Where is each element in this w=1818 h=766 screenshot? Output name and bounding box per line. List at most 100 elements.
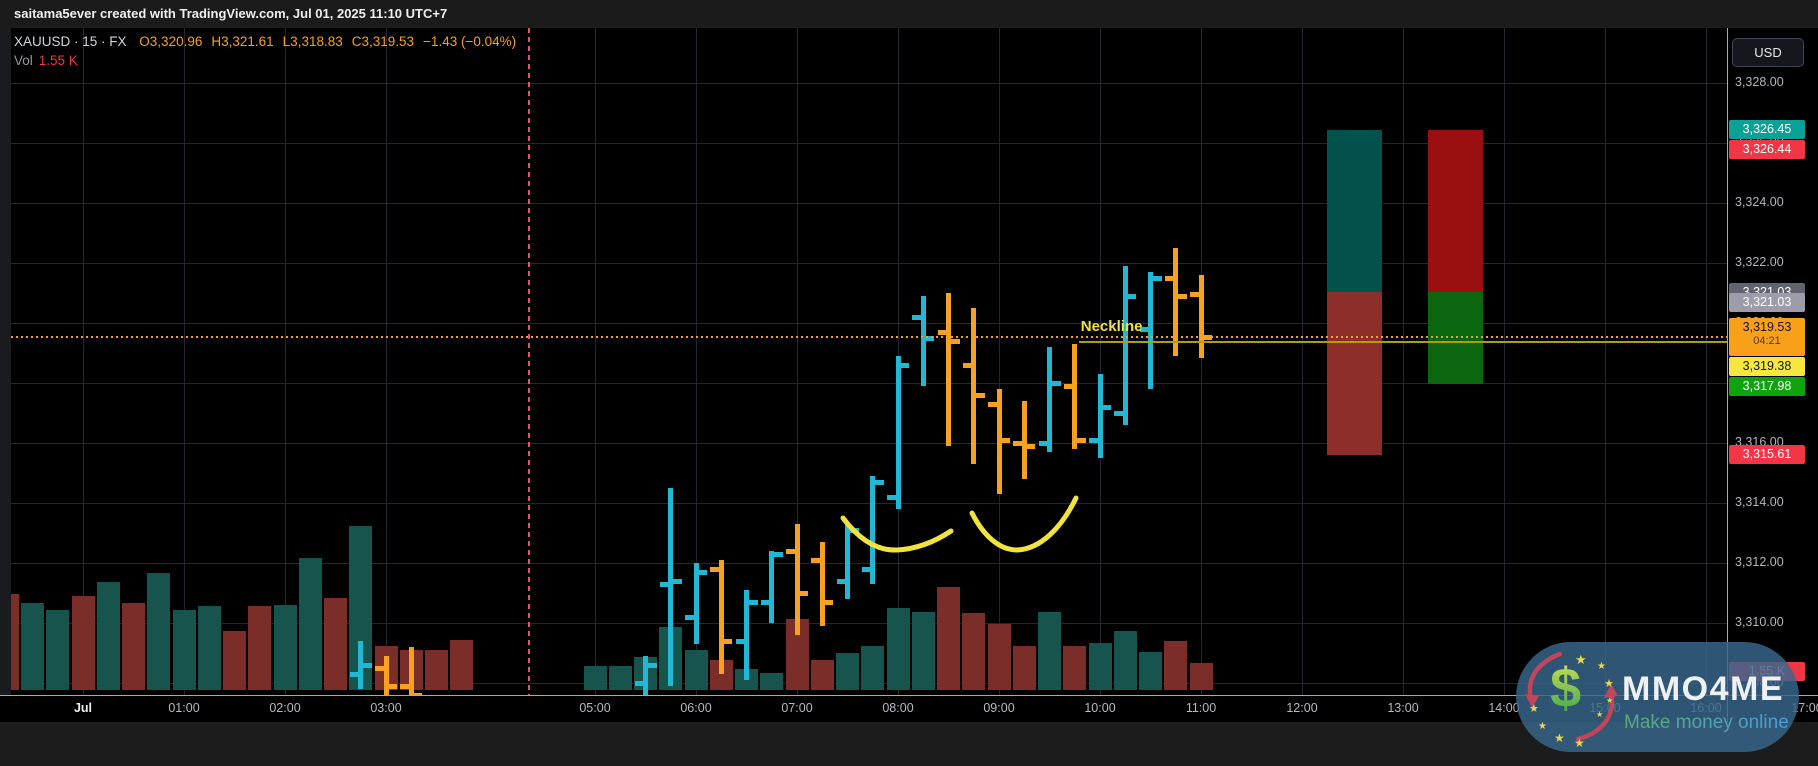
attribution-bar: saitama5ever created with TradingView.co… — [0, 0, 1818, 28]
star-icon: ★ — [1606, 696, 1614, 705]
price-bar — [693, 563, 699, 644]
price-bar-close-tick — [798, 590, 808, 596]
volume-bar — [962, 613, 986, 690]
time-axis-label: 05:00 — [579, 701, 611, 715]
price-bar-open-tick — [760, 599, 771, 605]
volume-bar — [450, 640, 474, 690]
position-tool-short-upper-zone[interactable] — [1428, 129, 1483, 293]
volume-legend[interactable]: Vol 1.55 K — [14, 53, 78, 68]
dollar-exchange-icon — [1525, 651, 1618, 742]
price-bar — [794, 524, 800, 635]
volume-bar — [248, 606, 272, 690]
time-gridline — [797, 28, 798, 695]
volume-bar — [71, 596, 95, 690]
volume-bar — [223, 631, 246, 690]
price-bar-close-tick — [1000, 437, 1010, 443]
neckline-label[interactable]: Neckline — [1080, 317, 1143, 335]
price-axis-label: 3,328.00 — [1735, 75, 1784, 89]
volume-bar — [836, 653, 859, 690]
price-bar-close-tick — [873, 479, 884, 485]
symbol-legend[interactable]: XAUUSD · 15 · FX O3,320.96 H3,321.61 L3,31… — [14, 34, 516, 49]
session-break-line — [528, 28, 530, 695]
volume-bar — [147, 573, 171, 690]
price-bar-open-tick — [400, 683, 411, 689]
price-bar — [643, 656, 648, 695]
price-bar-open-tick — [1164, 275, 1175, 281]
ohlc-token: H3,321.61 — [211, 34, 274, 49]
neckline-ray[interactable] — [1078, 340, 1727, 343]
ohlc-token: C3,319.53 — [351, 34, 415, 49]
time-gridline — [1100, 28, 1101, 695]
volume-bar — [324, 598, 347, 690]
price-bar — [718, 560, 724, 674]
price-bar-open-tick — [937, 329, 948, 335]
price-bar-close-tick — [1025, 443, 1036, 449]
price-axis-label: 3,314.00 — [1735, 495, 1784, 509]
price-bar-open-tick — [912, 314, 923, 320]
price-gridline — [11, 383, 1727, 384]
volume-bar — [1189, 663, 1213, 690]
position-tool-long-upper-zone[interactable] — [1327, 129, 1382, 293]
price-axis-label: 3,324.00 — [1735, 195, 1784, 209]
price-axis[interactable]: USD 3,328.003,326.003,324.003,322.003,32… — [1728, 28, 1818, 695]
ohlc-token: −1.43 (−0.04%) — [423, 34, 517, 49]
price-bar-close-tick — [823, 599, 834, 605]
price-bar-close-tick — [1176, 293, 1187, 299]
price-bar — [744, 590, 749, 680]
volume-bar — [684, 650, 708, 690]
symbol-title: XAUUSD · 15 · FX — [14, 34, 127, 49]
price-bar-open-tick — [836, 578, 847, 584]
time-axis-label: 10:00 — [1084, 701, 1116, 715]
time-gridline — [1302, 28, 1303, 695]
currency-button[interactable]: USD — [1732, 38, 1804, 67]
price-bar — [769, 551, 775, 623]
volume-bar — [608, 666, 632, 690]
price-bar-open-tick — [349, 671, 360, 677]
price-gridline — [11, 143, 1727, 144]
last-price-dotted-line — [11, 336, 1727, 338]
price-bar-open-tick — [710, 566, 721, 572]
price-bar-open-tick — [685, 614, 695, 620]
price-axis-badge: 3,319.38 — [1729, 357, 1805, 377]
mmo4me-watermark: $ MMO4ME Make money online ★ ★ ★ ★ ★ ★ ★ ★ ★ — [1516, 642, 1799, 752]
time-gridline — [285, 28, 286, 695]
star-icon: ★ — [1554, 731, 1565, 745]
star-icon: ★ — [1597, 661, 1606, 672]
price-bar — [1097, 374, 1103, 458]
time-axis-label: Jul — [73, 701, 93, 715]
price-bar — [1047, 347, 1052, 452]
time-gridline — [1403, 28, 1404, 695]
price-bar-close-tick — [361, 662, 372, 668]
price-bar-open-tick — [375, 665, 385, 671]
volume-bar — [810, 660, 834, 690]
price-bar — [383, 656, 389, 701]
time-axis-label: 12:00 — [1286, 701, 1318, 715]
price-bar-open-tick — [1139, 326, 1150, 332]
volume-bar — [937, 587, 960, 690]
time-axis-label: 02:00 — [269, 701, 301, 715]
price-bar — [1198, 274, 1204, 359]
volume-bar — [21, 603, 44, 690]
volume-bar — [861, 646, 885, 690]
price-gridline — [11, 623, 1727, 624]
footer-bar: TradingView — [0, 722, 1818, 766]
volume-bar — [1038, 612, 1061, 690]
time-axis-label: 13:00 — [1387, 701, 1419, 715]
position-tool-short-lower-zone[interactable] — [1428, 292, 1483, 384]
position-tool-long-lower-zone[interactable] — [1327, 292, 1382, 455]
price-bar-close-tick — [1101, 404, 1111, 410]
price-bar — [668, 488, 674, 686]
price-bar-close-tick — [899, 362, 909, 368]
countdown-timer: 04:21 — [1753, 335, 1781, 348]
time-axis[interactable]: Jul 01:00 02:00 03:00 05:00 06:00 07:00 08:00 09… — [0, 696, 1818, 722]
price-bar — [996, 389, 1002, 494]
price-bar-close-tick — [671, 578, 682, 584]
price-gridline — [11, 323, 1727, 324]
price-bar-close-tick — [924, 335, 935, 341]
price-bar-open-tick — [988, 401, 998, 407]
price-bar — [819, 542, 825, 626]
watermark-subtitle: Make money online — [1624, 712, 1789, 733]
volume-label: Vol — [14, 53, 33, 68]
volume-value: 1.55 K — [38, 53, 78, 68]
